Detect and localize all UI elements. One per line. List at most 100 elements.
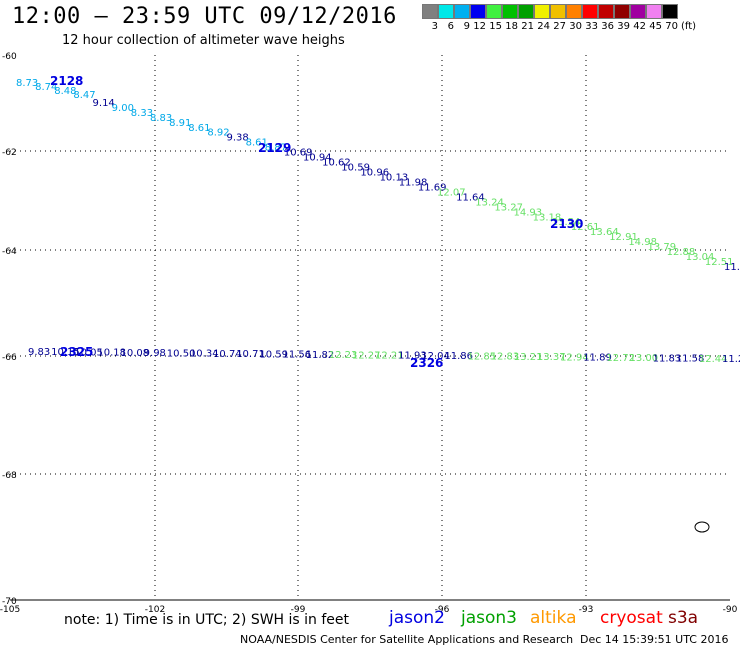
color-swatch [662, 4, 678, 19]
color-scale-label: 39 [617, 21, 630, 32]
wave-height-value: 13.04 [686, 252, 715, 263]
satellite-legend-cryosat: cryosat [600, 608, 663, 628]
wave-height-color-scale [422, 4, 678, 19]
wave-height-value: 13.54 [552, 217, 581, 228]
color-scale-unit: (ft) [681, 21, 697, 32]
color-scale-label: 6 [447, 21, 454, 32]
wave-height-value: 10.71 [236, 349, 265, 360]
credit-text: NOAA/NESDIS Center for Satellite Applica… [240, 633, 574, 646]
wave-height-value: 11.86 [444, 351, 473, 362]
wave-height-value: 10.50 [167, 348, 196, 359]
color-swatch [422, 4, 438, 19]
map-subtitle: 12 hour collection of altimeter wave hei… [62, 33, 345, 48]
wave-height-value: 10.94 [303, 153, 332, 164]
color-scale-label: 9 [463, 21, 470, 32]
color-scale-label: 45 [649, 21, 662, 32]
color-swatch [550, 4, 566, 19]
wave-height-value: 13.00 [629, 353, 658, 364]
wave-height-value: 8.33 [131, 108, 153, 119]
color-swatch [534, 4, 550, 19]
longitude-label: -105 [0, 605, 20, 615]
axis-labels: -60 -62 -64 -66 -68 -70-105 -102 -99 -96 -93 -90 [0, 52, 738, 615]
wave-height-value: 10.18 [97, 348, 126, 359]
satellite-legend-s3a: s3a [668, 608, 699, 628]
color-scale-labels: 3 6 9 12 15 18 21 24 27 30 33 36 39 42 45 70 (ft) [422, 21, 696, 32]
color-swatch [438, 4, 454, 19]
color-scale-label: 27 [553, 21, 566, 32]
wave-height-value: 13.18 [533, 212, 562, 223]
wave-height-value: 14.98 [628, 237, 657, 248]
color-scale-label: 24 [537, 21, 550, 32]
wave-height-value: 11.7 [724, 262, 740, 273]
wave-height-value: 8.61 [188, 123, 210, 134]
wave-height-value: 11.56 [282, 350, 311, 361]
color-scale-label: 42 [633, 21, 646, 32]
color-swatch [582, 4, 598, 19]
wave-height-value: 12.85 [468, 351, 497, 362]
wave-height-value: 12.61 [571, 222, 600, 233]
color-scale-label: 33 [585, 21, 598, 32]
wave-height-value: 12.83 [491, 352, 520, 363]
generated-timestamp: Dec 14 15:39:51 UTC 2016 [580, 633, 729, 646]
pass-number: 2326 [410, 356, 443, 370]
pass-number: 2128 [50, 74, 83, 88]
wave-height-value: 8.91 [169, 118, 191, 129]
wave-height-value: 8.74 [35, 82, 57, 93]
wave-height-value: 10.59 [341, 163, 370, 174]
map-title: 12:00 – 23:59 UTC 09/12/2016 [12, 4, 397, 29]
wave-height-value: 10.15 [51, 347, 80, 358]
wave-height-value: 8.61 [246, 138, 268, 149]
pass-number: 2130 [550, 217, 583, 231]
color-swatch [486, 4, 502, 19]
color-swatch [502, 4, 518, 19]
wave-height-value: 10.74 [213, 349, 242, 360]
pass-number: 2129 [258, 141, 291, 155]
wave-height-value: 8.92 [207, 128, 229, 139]
color-swatch [646, 4, 662, 19]
longitude-label: -99 [291, 605, 306, 615]
color-scale-label: 12 [473, 21, 486, 32]
wave-height-value: 11.82 [306, 350, 335, 361]
map-grid [10, 55, 730, 601]
color-swatch [518, 4, 534, 19]
wave-height-value: 13.24 [475, 197, 504, 208]
wave-height-value: 10.13 [380, 172, 409, 183]
wave-height-value: 8.83 [150, 113, 172, 124]
wave-height-value: 12.07 [437, 187, 466, 198]
wave-height-value: 8.48 [54, 86, 76, 97]
latitude-label: -64 [2, 247, 17, 257]
latitude-label: -68 [2, 471, 17, 481]
wave-height-value: 10.08 [121, 348, 150, 359]
color-swatch [470, 4, 486, 19]
color-scale-label: 3 [431, 21, 438, 32]
wave-height-value: 11.83 [653, 353, 682, 364]
longitude-label: -93 [579, 605, 594, 615]
wave-height-value: 11.2 [722, 354, 740, 365]
wave-height-value: 10.34 [190, 349, 219, 360]
wave-height-value: 11.64 [456, 192, 485, 203]
color-scale-label: 30 [569, 21, 582, 32]
satellite-legend-jason3: jason3 [461, 608, 517, 628]
wave-height-value: 12.04 [421, 351, 450, 362]
wave-height-value: 13.37 [537, 352, 566, 363]
island-outline [694, 521, 710, 533]
wave-height-value: 12.44 [699, 354, 728, 365]
wave-height-value: 12.27 [352, 350, 381, 361]
satellite-legend-jason2: jason2 [389, 608, 445, 628]
track-upper: 8.738.748.488.479.149.008.338.838.918.61… [16, 74, 740, 273]
wave-height-value: 12.94 [560, 352, 589, 363]
color-scale-label: 70 [665, 21, 678, 32]
color-swatch [630, 4, 646, 19]
wave-height-value: 13.21 [514, 352, 543, 363]
latitude-label: -70 [2, 597, 17, 607]
wave-height-value: 10.69 [284, 148, 313, 159]
color-swatch [614, 4, 630, 19]
wave-height-value: 12.72 [606, 353, 635, 364]
wave-height-value: 14.93 [514, 207, 543, 218]
wave-height-value: 10.59 [259, 349, 288, 360]
pass-number: 2325 [60, 345, 93, 359]
wave-height-value: 10.62 [322, 158, 351, 169]
wave-height-value: 8.87 [265, 143, 287, 154]
